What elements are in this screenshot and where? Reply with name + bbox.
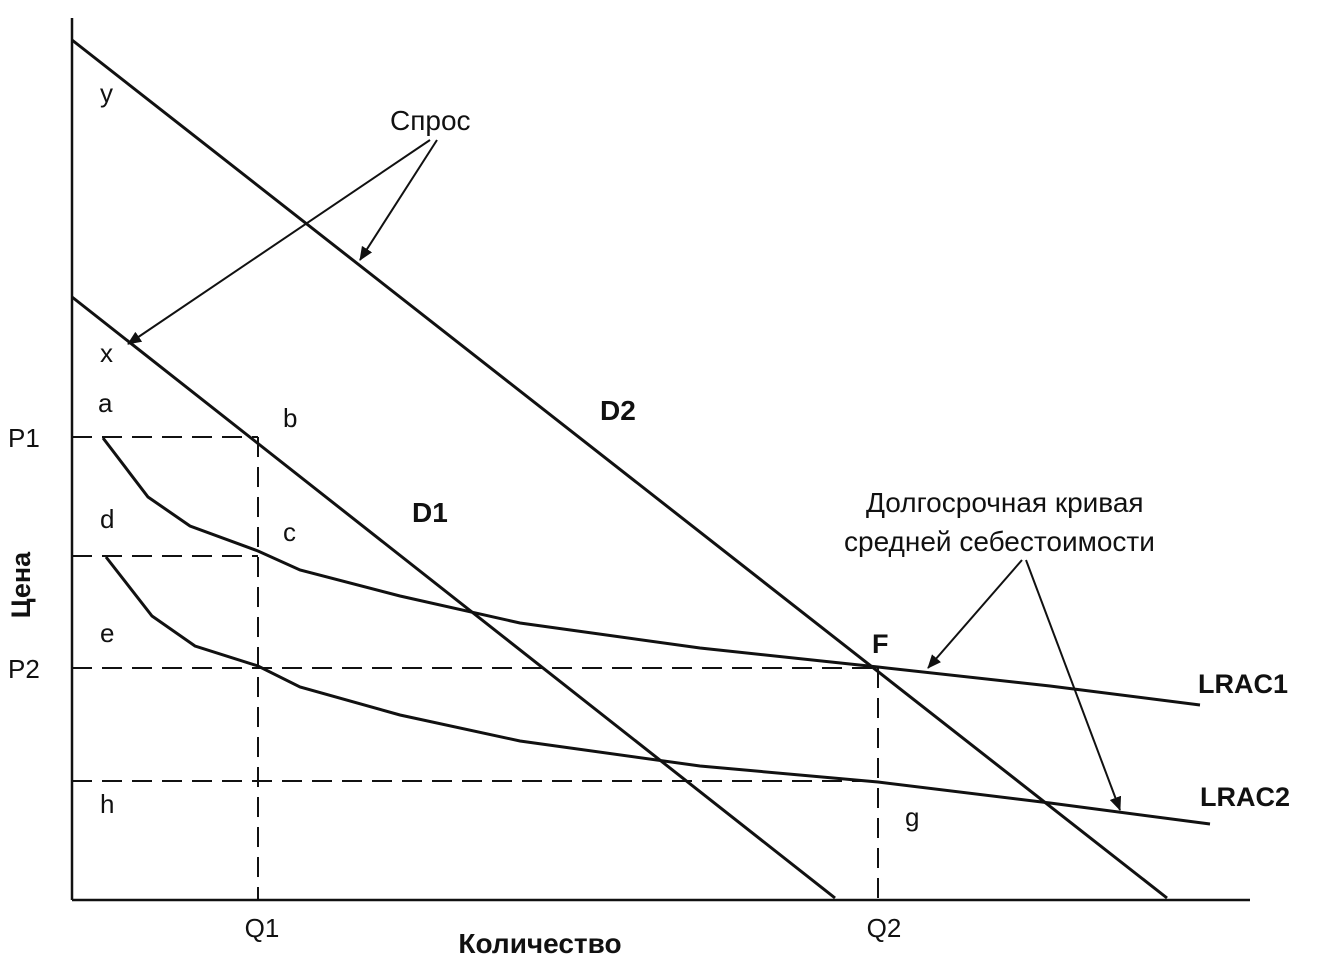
curve-label-d1: D1 [412, 497, 448, 528]
point-c: c [283, 517, 296, 547]
demand-curve-d1 [71, 295, 836, 900]
price-tick-p2: P2 [8, 654, 40, 684]
lrac2-curve [104, 556, 1211, 826]
quantity-tick-q1: Q1 [245, 913, 280, 943]
point-h: h [100, 789, 114, 819]
curve-label-d2: D2 [600, 395, 636, 426]
quantity-tick-q2: Q2 [867, 913, 902, 943]
lrac1-curve [101, 437, 1201, 707]
curve-label-lrac2: LRAC2 [1200, 782, 1290, 812]
point-y: y [100, 78, 113, 108]
price-tick-p1: P1 [8, 423, 40, 453]
demand-annotation: Спрос [390, 105, 471, 136]
point-g: g [905, 802, 919, 832]
arrow-to-lrac1 [927, 559, 1023, 669]
point-d: d [100, 504, 114, 534]
lrac-annotation-line1: Долгосрочная кривая [866, 487, 1144, 518]
point-x: x [100, 338, 113, 368]
demand-curve-d2 [71, 38, 1168, 900]
lrac-annotation-line2: средней себестоимости [844, 526, 1155, 557]
demand-arrows [127, 139, 438, 345]
curve-label-lrac1: LRAC1 [1198, 669, 1288, 699]
y-axis-label: Цена [6, 551, 36, 618]
point-b: b [283, 403, 297, 433]
arrow-to-d1 [127, 139, 431, 345]
point-a: a [98, 388, 113, 418]
arrow-to-d2 [359, 139, 438, 261]
guide-lines [72, 436, 879, 900]
x-axis-label: Количество [458, 928, 621, 959]
point-f: F [872, 629, 889, 659]
arrow-to-lrac2 [1025, 559, 1122, 811]
lrac-arrows [927, 559, 1122, 811]
point-e: e [100, 618, 114, 648]
